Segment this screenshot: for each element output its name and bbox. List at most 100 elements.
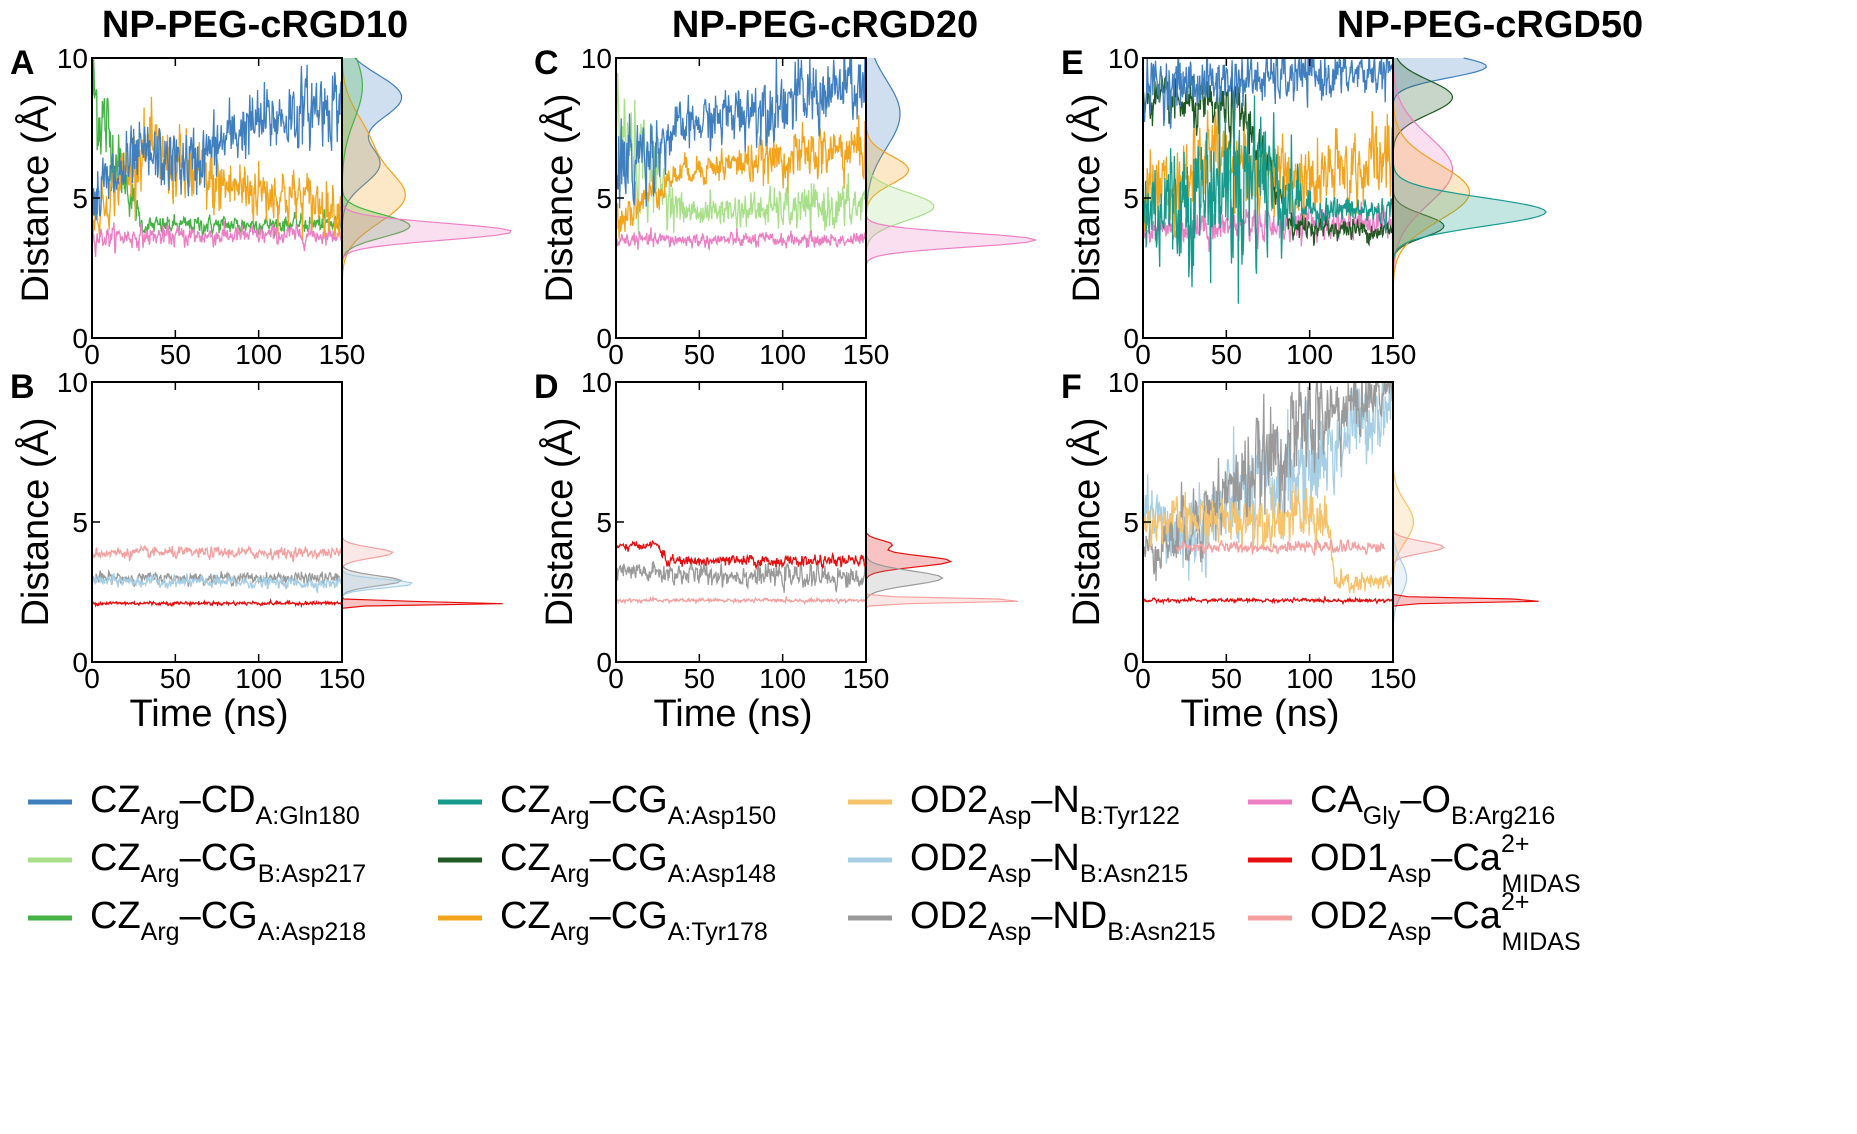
- x-tick-label: 100: [235, 339, 282, 370]
- legend-label: CZArg–CGB:Asp217: [90, 837, 366, 888]
- y-tick-label: 5: [72, 183, 88, 214]
- y-axis-label: Distance (Å): [537, 93, 581, 302]
- x-axis-label: Time (ns): [1180, 693, 1339, 735]
- series-group: [1143, 382, 1393, 606]
- series-line-od2-n-b-asn215: [92, 573, 342, 594]
- y-tick-label: 0: [72, 323, 88, 354]
- series-line-ca-o-b-arg216: [616, 227, 866, 252]
- density-fill-cz-cg-a-asp218: [342, 58, 410, 338]
- legend-item: OD2Asp–NDB:Asn215: [848, 895, 1216, 946]
- x-tick-label: 50: [1211, 339, 1242, 370]
- x-tick-label: 50: [1211, 663, 1242, 694]
- y-tick-label: 0: [596, 647, 612, 678]
- x-tick-label: 150: [1370, 339, 1417, 370]
- x-tick-label: 0: [1135, 663, 1151, 694]
- x-tick-label: 100: [1286, 663, 1333, 694]
- density-line-od1-ca-midas: [865, 382, 953, 662]
- density-fill-od2-ca-midas: [866, 382, 1018, 662]
- y-tick-label: 5: [1123, 183, 1139, 214]
- legend-item: OD1Asp–Ca2+ MIDAS: [1248, 830, 1581, 898]
- legend-item: CZArg–CGB:Asp217: [28, 837, 366, 888]
- y-tick-label: 5: [596, 183, 612, 214]
- x-tick-label: 50: [160, 663, 191, 694]
- y-tick-label: 5: [1123, 507, 1139, 538]
- x-tick-label: 0: [608, 663, 624, 694]
- density-fill-ca-o-b-arg216: [1393, 58, 1453, 338]
- legend-item: OD2Asp–NB:Tyr122: [848, 779, 1180, 830]
- y-tick-label: 10: [581, 43, 612, 74]
- series-line-od2-ca-midas: [1175, 537, 1386, 556]
- density-line-od2-ca-midas: [341, 382, 395, 662]
- y-tick-label: 5: [72, 507, 88, 538]
- series-group: [616, 58, 866, 252]
- density-fill-od2-n-b-asn215: [1393, 382, 1407, 662]
- legend-item: OD2Asp–Ca2+ MIDAS: [1248, 888, 1581, 956]
- legend: CZArg–CDA:Gln180 CZArg–CGB:Asp217 CZArg–CG…: [28, 779, 1581, 956]
- density-fill-od2-nd-b-asn215: [342, 382, 402, 662]
- density-fill-cz-cg-a-tyr178: [1393, 58, 1470, 338]
- legend-label: CZArg–CGA:Asp218: [90, 895, 366, 946]
- panel-letter: A: [10, 44, 35, 82]
- legend-item: CZArg–CGA:Asp148: [438, 837, 776, 888]
- x-tick-label: 150: [319, 339, 366, 370]
- series-line-cz-cd-gln180: [1143, 58, 1393, 129]
- y-tick-label: 5: [596, 507, 612, 538]
- x-tick-label: 0: [1135, 339, 1151, 370]
- density-line-od2-nd-b-asn215: [865, 382, 944, 662]
- panel-letter: F: [1061, 368, 1082, 406]
- legend-item: CZArg–CGA:Asp150: [438, 779, 776, 830]
- plot-frame: [615, 381, 867, 663]
- density-line-od1-ca-midas: [1392, 382, 1539, 662]
- density-fill-cz-cg-b-asp217: [866, 58, 934, 338]
- legend-label: OD2Asp–NDB:Asn215: [910, 895, 1216, 946]
- y-tick-label: 0: [1123, 323, 1139, 354]
- column-title-1: NP-PEG-cRGD10: [102, 4, 408, 46]
- y-axis-label: Distance (Å): [1064, 93, 1108, 302]
- column-title-2: NP-PEG-cRGD20: [672, 4, 978, 46]
- series-line-od1-ca-midas: [616, 539, 866, 571]
- panel-letter: B: [10, 368, 35, 406]
- y-axis-label: Distance (Å): [1064, 417, 1108, 626]
- panel-letter: C: [534, 44, 559, 82]
- x-tick-label: 150: [1370, 663, 1417, 694]
- series-group: [92, 544, 342, 609]
- series-line-cz-cd-gln180: [92, 64, 342, 231]
- series-line-od2-n-b-tyr122: [1143, 483, 1393, 594]
- x-tick-label: 100: [759, 663, 806, 694]
- x-tick-label: 100: [235, 663, 282, 694]
- density-fill-cz-cd-gln180: [1393, 58, 1487, 338]
- density-fill-cz-cd-gln180: [866, 58, 900, 338]
- x-tick-label: 0: [608, 339, 624, 370]
- x-tick-label: 150: [319, 663, 366, 694]
- legend-label: CAGly–OB:Arg216: [1310, 779, 1555, 830]
- series-line-od2-nd-b-asn215: [616, 560, 866, 594]
- density-fill-od1-ca-midas: [1393, 382, 1539, 662]
- series-line-od2-ca-midas: [616, 595, 866, 606]
- x-tick-label: 50: [684, 663, 715, 694]
- legend-label: CZArg–CDA:Gln180: [90, 779, 360, 830]
- x-tick-label: 50: [684, 339, 715, 370]
- density-fill-cz-cd-gln180: [342, 58, 402, 338]
- x-tick-label: 0: [84, 339, 100, 370]
- series-line-cz-cg-a-tyr178: [616, 115, 866, 239]
- x-tick-label: 100: [759, 339, 806, 370]
- x-tick-label: 50: [160, 339, 191, 370]
- x-axis-label: Time (ns): [129, 693, 288, 735]
- density-fill-od2-n-b-tyr122: [1393, 382, 1414, 662]
- plot-frame: [91, 381, 343, 663]
- y-tick-label: 0: [72, 647, 88, 678]
- y-tick-label: 10: [1108, 43, 1139, 74]
- y-tick-label: 0: [1123, 647, 1139, 678]
- legend-item: OD2Asp–NB:Asn215: [848, 837, 1188, 888]
- y-axis-label: Distance (Å): [13, 417, 57, 626]
- series-line-cz-cg-b-asp217: [616, 72, 866, 236]
- y-tick-label: 0: [596, 323, 612, 354]
- y-tick-label: 10: [581, 367, 612, 398]
- legend-label: CZArg–CGA:Asp148: [500, 837, 776, 888]
